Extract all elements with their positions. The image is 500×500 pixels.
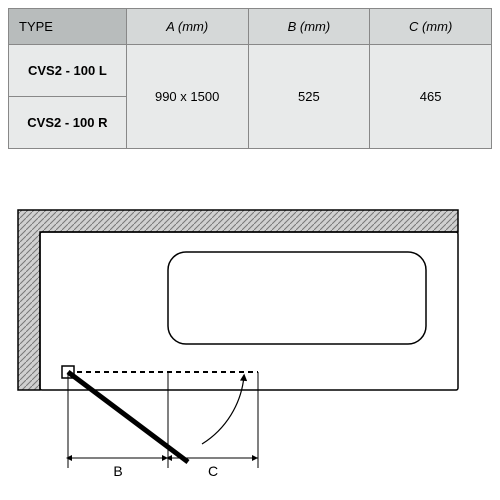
header-c: C (mm) <box>370 9 492 45</box>
dim-b-label: B <box>113 463 122 479</box>
table-row: CVS2 - 100 L 990 x 1500 525 465 <box>9 45 492 97</box>
screen-open-position <box>68 372 188 462</box>
dimensions-table: TYPE A (mm) B (mm) C (mm) CVS2 - 100 L 9… <box>8 8 492 149</box>
value-c: 465 <box>370 45 492 149</box>
header-type: TYPE <box>9 9 127 45</box>
model-cell: CVS2 - 100 R <box>9 97 127 149</box>
plan-diagram: B C <box>8 200 492 490</box>
model-cell: CVS2 - 100 L <box>9 45 127 97</box>
bathtub-basin <box>168 252 426 344</box>
header-a: A (mm) <box>126 9 248 45</box>
value-b: 525 <box>248 45 370 149</box>
swing-arc-icon <box>202 376 244 444</box>
wall-section <box>18 210 458 390</box>
bathtub-outline <box>40 232 458 390</box>
header-b: B (mm) <box>248 9 370 45</box>
dim-c-label: C <box>208 463 218 479</box>
value-a: 990 x 1500 <box>126 45 248 149</box>
